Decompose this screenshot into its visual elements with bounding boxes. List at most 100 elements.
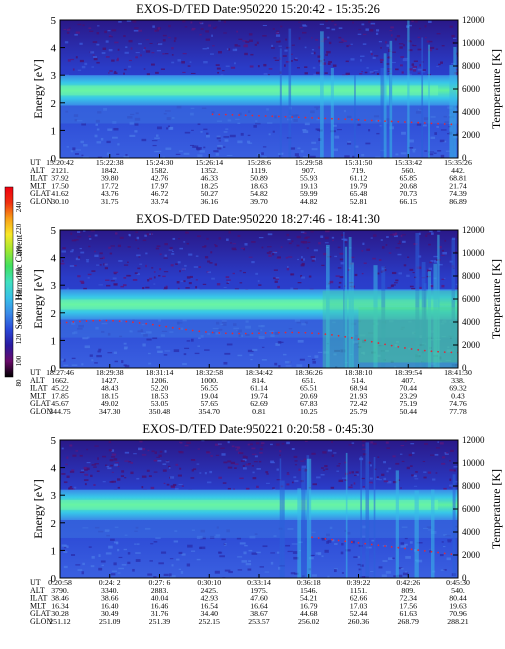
table-cell: 49.02 (101, 399, 119, 408)
table-cell: 1206. (151, 376, 169, 385)
band-core (60, 499, 439, 510)
row-label: GLAT (30, 399, 51, 408)
row-label: MLT (30, 181, 46, 190)
table-cell: 38.67 (250, 609, 268, 618)
spike (415, 232, 420, 368)
temperature-point (404, 547, 406, 550)
band-halo (60, 105, 458, 124)
energy-tick-label: 3 (51, 70, 57, 82)
table-cell: 62.69 (250, 399, 268, 408)
temperature-point (278, 331, 280, 334)
spike (380, 67, 385, 158)
table-cell: 65.51 (300, 384, 318, 393)
table-cell: 1546. (300, 586, 318, 595)
energy-tick-label: 4 (51, 43, 57, 55)
table-cell: 34.40 (200, 609, 218, 618)
table-cell: 30.10 (51, 197, 69, 206)
table-cell: 514. (352, 376, 366, 385)
temperature-point (410, 548, 413, 551)
table-cell: 16.46 (151, 601, 169, 610)
table-cell: 354.70 (199, 407, 221, 416)
table-cell: 256.02 (298, 617, 320, 626)
temperature-point (337, 118, 340, 120)
table-cell: 350.48 (149, 407, 171, 416)
table-cell: 74.39 (449, 189, 467, 198)
spike (343, 231, 345, 368)
temperature-point (357, 118, 360, 121)
table-cell: 1975. (250, 586, 268, 595)
table-cell: 2883. (151, 586, 169, 595)
spike (351, 262, 354, 368)
temperature-tick-label: 10000 (462, 458, 485, 468)
temperature-point (397, 546, 400, 549)
temperature-point (271, 331, 274, 334)
temperature-point (185, 328, 187, 331)
band-core (60, 85, 439, 96)
spike (430, 489, 435, 578)
table-cell: 70.96 (449, 609, 467, 618)
spike (348, 236, 352, 368)
table-cell: 74.76 (449, 399, 467, 408)
spike (381, 266, 386, 368)
spike (330, 67, 334, 158)
temperature-point (98, 319, 101, 322)
table-cell: 17.97 (151, 181, 169, 190)
energy-axis-label: Energy [eV] (31, 59, 45, 118)
spike (427, 271, 432, 368)
temperature-point (390, 344, 393, 347)
table-cell: 17.50 (51, 181, 69, 190)
table-cell: 38.46 (51, 594, 69, 603)
colorbar-tick-label: 160 (15, 289, 23, 300)
temperature-tick-label: 2000 (462, 550, 481, 560)
temperature-point (317, 537, 320, 539)
table-cell: 25.79 (350, 407, 368, 416)
table-cell: 18.63 (250, 181, 268, 190)
temperature-point (344, 335, 347, 338)
table-cell: 18:34:42 (245, 368, 273, 377)
table-cell: 16.34 (51, 601, 69, 610)
temperature-tick-label: 0 (462, 153, 467, 163)
table-cell: 15:28:6 (247, 158, 271, 167)
colorbar-tick-label: 180 (15, 267, 23, 278)
table-cell: 44.68 (300, 609, 318, 618)
table-cell: 77.78 (449, 407, 467, 416)
temperature-point (324, 333, 327, 336)
energy-tick-label: 2 (51, 518, 57, 530)
temperature-point (284, 115, 287, 118)
row-label: UT (30, 158, 41, 167)
row-label: ILAT (30, 174, 47, 183)
table-cell: 41.62 (51, 189, 69, 198)
temperature-point (337, 539, 340, 542)
temperature-point (264, 115, 267, 117)
temperature-tick-label: 6000 (462, 84, 481, 94)
spike (326, 244, 330, 368)
table-cell: 15:22:38 (96, 158, 124, 167)
spike (373, 457, 376, 578)
temperature-tick-label: 0 (462, 363, 467, 373)
band-halo (60, 520, 458, 538)
temperature-tick-label: 8000 (462, 61, 481, 71)
panel-title: EXOS-D/TED Date:950221 0:20:58 - 0:45:30 (142, 422, 373, 436)
temperature-point (224, 113, 227, 116)
spectrogram (60, 440, 458, 578)
table-cell: 72.42 (350, 399, 368, 408)
temperature-point (344, 118, 347, 121)
table-cell: 16.40 (101, 601, 119, 610)
table-cell: 2425. (200, 586, 218, 595)
table-cell: 43.76 (101, 189, 119, 198)
temperature-point (231, 113, 234, 116)
temperature-point (437, 122, 439, 125)
spike (407, 20, 410, 158)
temperature-point (450, 553, 453, 556)
temperature-point (304, 331, 307, 334)
table-cell: 54.82 (250, 189, 268, 198)
temperature-point (337, 334, 340, 337)
temperature-point (377, 544, 380, 547)
table-cell: 0.81 (252, 407, 266, 416)
temperature-point (231, 332, 234, 335)
temperature-point (211, 113, 214, 116)
spike (365, 442, 370, 578)
temperature-point (211, 331, 214, 334)
table-cell: 17.03 (350, 601, 368, 610)
row-label: GLON (30, 617, 52, 626)
